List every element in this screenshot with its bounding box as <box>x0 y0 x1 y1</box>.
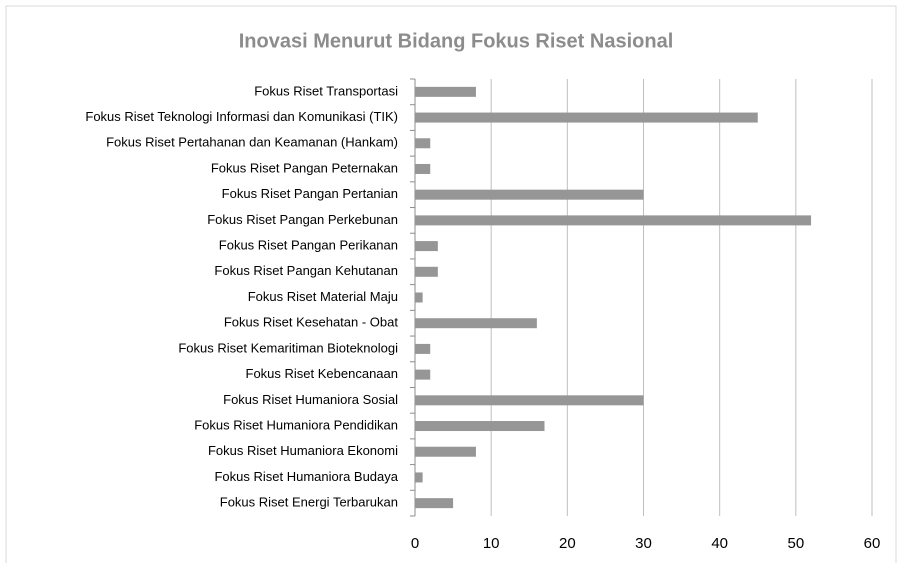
y-tick-label: Fokus Riset Pangan Perkebunan <box>207 212 398 227</box>
bar <box>415 189 644 200</box>
bar <box>415 86 476 97</box>
bar <box>415 421 545 432</box>
chart-frame <box>5 5 897 563</box>
bar <box>415 343 431 354</box>
y-tick-label: Fokus Riset Humaniora Sosial <box>223 392 398 407</box>
bar <box>415 163 431 174</box>
y-tick-label: Fokus Riset Material Maju <box>248 289 398 304</box>
bar <box>415 112 758 123</box>
y-tick-label: Fokus Riset Pangan Perikanan <box>219 238 398 253</box>
x-tick-label: 40 <box>711 535 728 552</box>
y-tick-label: Fokus Riset Humaniora Budaya <box>214 469 398 484</box>
bar <box>415 318 537 329</box>
bar <box>415 138 431 149</box>
y-tick-label: Fokus Riset Humaniora Pendidikan <box>194 417 398 432</box>
chart-title: Inovasi Menurut Bidang Fokus Riset Nasio… <box>239 30 674 52</box>
bar <box>415 292 423 303</box>
y-tick-label: Fokus Riset Kemaritiman Bioteknologi <box>178 340 398 355</box>
y-tick-label: Fokus Riset Pangan Kehutanan <box>214 263 398 278</box>
y-tick-label: Fokus Riset Humaniora Ekonomi <box>208 443 398 458</box>
x-tick-label: 0 <box>411 535 419 552</box>
y-tick-label: Fokus Riset Energi Terbarukan <box>220 495 398 510</box>
bar <box>415 266 438 277</box>
bar <box>415 215 812 226</box>
bar <box>415 395 644 406</box>
bar <box>415 498 454 509</box>
y-tick-label: Fokus Riset Transportasi <box>254 83 398 98</box>
bar <box>415 369 431 380</box>
bar <box>415 472 423 483</box>
x-tick-label: 20 <box>559 535 576 552</box>
y-tick-label: Fokus Riset Kesehatan - Obat <box>224 315 399 330</box>
x-tick-label: 30 <box>635 535 652 552</box>
y-tick-label: Fokus Riset Teknologi Informasi dan Komu… <box>85 109 398 124</box>
y-tick-label: Fokus Riset Kebencanaan <box>246 366 398 381</box>
x-tick-label: 10 <box>483 535 500 552</box>
y-tick-label: Fokus Riset Pangan Pertanian <box>222 186 398 201</box>
x-tick-label: 50 <box>787 535 804 552</box>
y-tick-label: Fokus Riset Pertahanan dan Keamanan (Han… <box>106 135 398 150</box>
y-tick-label: Fokus Riset Pangan Peternakan <box>211 160 398 175</box>
x-tick-label: 60 <box>864 535 881 552</box>
bar <box>415 241 438 252</box>
bar <box>415 446 476 457</box>
